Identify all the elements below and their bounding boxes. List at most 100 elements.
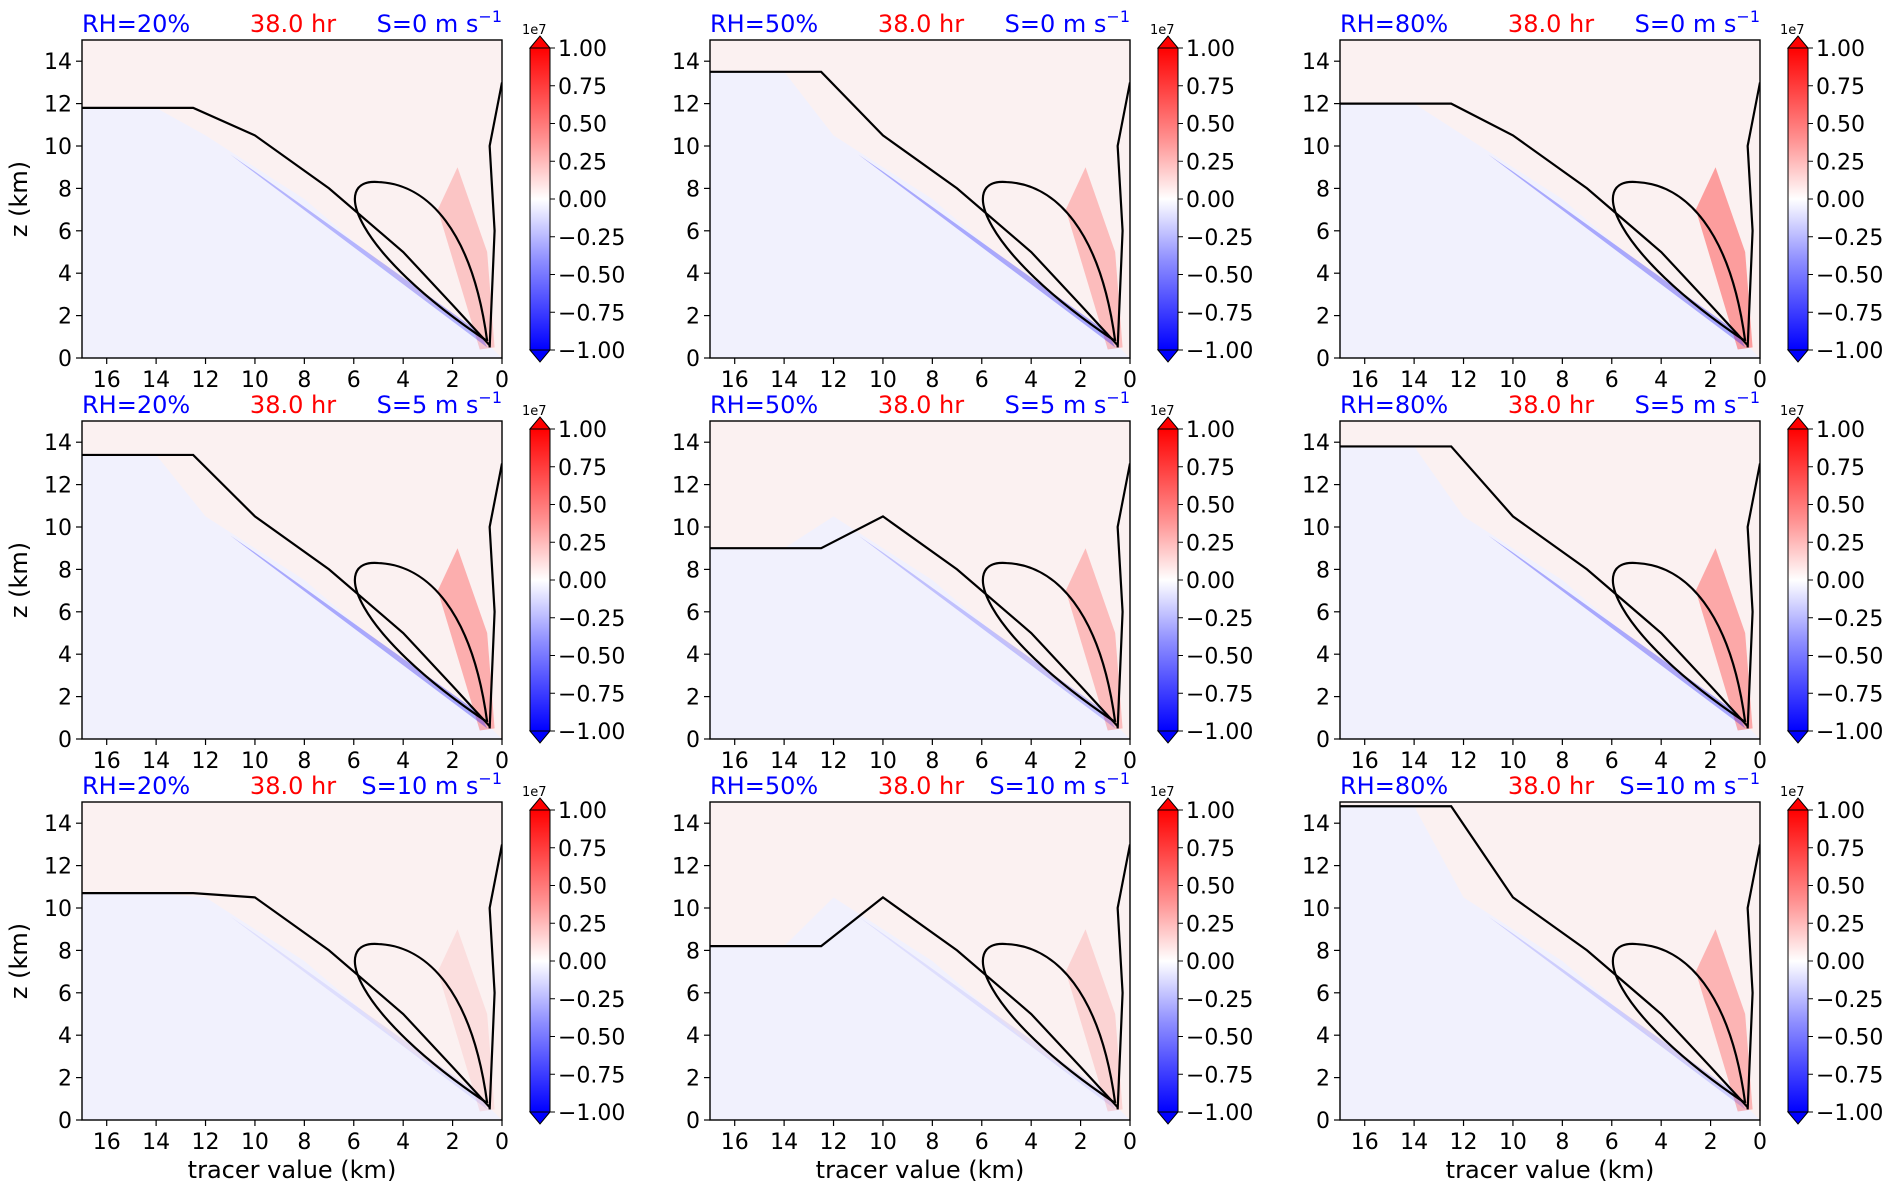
x-tick-label: 2 — [446, 1130, 460, 1155]
colorbar-tick-label: 0.75 — [1816, 456, 1865, 481]
y-tick-label: 0 — [686, 728, 700, 753]
colorbar-tick-label: 1.00 — [558, 37, 607, 62]
colorbar-tick-label: −0.75 — [1816, 301, 1883, 326]
negative-band — [230, 154, 488, 348]
x-tick-label: 12 — [820, 1130, 848, 1155]
axes-frame — [81, 39, 503, 359]
y-tick-label: 2 — [1316, 305, 1330, 330]
colorbar-tick-label: 1.00 — [1186, 418, 1235, 443]
colorbar-tick-label: −1.00 — [1186, 1101, 1253, 1126]
positive-region — [710, 421, 1130, 739]
contour-line — [488, 463, 502, 729]
colorbar-tick-label: −0.25 — [558, 988, 625, 1013]
colorbar-tick-label: −0.25 — [558, 607, 625, 632]
contour-line — [1611, 180, 1747, 342]
y-tick-label: 4 — [686, 262, 700, 287]
x-tick-label: 4 — [1654, 368, 1668, 393]
plot-area — [710, 421, 1130, 739]
x-tick-label: 16 — [93, 1130, 121, 1155]
negative-band — [858, 535, 1116, 729]
colorbar-tick-label: −0.75 — [1816, 1063, 1883, 1088]
x-tick-label: 16 — [1351, 368, 1379, 393]
colorbar-tick-label: −1.00 — [1816, 720, 1883, 745]
x-tick-label: 10 — [241, 368, 269, 393]
x-tick-label: 2 — [1704, 1130, 1718, 1155]
colorbar-tick-label: 0.00 — [1816, 569, 1865, 594]
y-tick-label: 0 — [58, 1109, 72, 1134]
colorbar-tick-label: −0.25 — [1816, 226, 1883, 251]
contour-line — [1116, 82, 1130, 348]
colorbar-tick-label: −0.50 — [1816, 645, 1883, 670]
colorbar-tick-label: 0.50 — [1186, 113, 1235, 138]
colorbar-tick-label: 0.25 — [558, 150, 607, 175]
shear-superscript: −1 — [1736, 769, 1760, 788]
x-axis-label: tracer value (km) — [188, 1156, 397, 1184]
x-tick-label: 0 — [1753, 368, 1767, 393]
x-tick-label: 14 — [1400, 749, 1428, 774]
time-label: 38.0 hr — [878, 10, 964, 38]
colorbar-tick-label: 0.75 — [1186, 837, 1235, 862]
colorbar-tick-label: −0.50 — [1186, 645, 1253, 670]
y-tick-label: 8 — [1316, 177, 1330, 202]
colorbar-tick-label: −0.50 — [1186, 1026, 1253, 1051]
y-tick-label: 4 — [58, 1024, 72, 1049]
x-tick-label: 12 — [1450, 749, 1478, 774]
contour-line — [1340, 445, 1749, 728]
colorbar-tick-label: −0.25 — [1816, 988, 1883, 1013]
shear-label: S=5 m s−1 — [1635, 388, 1760, 419]
y-tick-label: 8 — [686, 177, 700, 202]
colorbar-tick-label: 0.50 — [1186, 494, 1235, 519]
y-tick-label: 2 — [1316, 686, 1330, 711]
x-tick-label: 6 — [1605, 1130, 1619, 1155]
x-tick-label: 6 — [347, 1130, 361, 1155]
negative-band — [1488, 154, 1746, 348]
y-tick-label: 8 — [686, 939, 700, 964]
colorbar-tick-label: −0.75 — [1816, 682, 1883, 707]
contour-line — [82, 892, 491, 1109]
negative-band — [230, 535, 488, 729]
x-tick-label: 2 — [446, 749, 460, 774]
y-tick-label: 0 — [1316, 347, 1330, 372]
colorbar-tick-label: 0.25 — [558, 531, 607, 556]
colorbar-body — [1787, 47, 1809, 351]
y-tick-label: 8 — [1316, 558, 1330, 583]
colorbar-tick-label: −1.00 — [558, 720, 625, 745]
y-tick-label: 0 — [686, 347, 700, 372]
time-label: 38.0 hr — [878, 772, 964, 800]
y-tick-label: 12 — [44, 93, 72, 118]
colorbar-tick-label: 0.25 — [1186, 912, 1235, 937]
colorbar-scale-label: 1e7 — [1780, 23, 1805, 38]
colorbar-tick-label: 0.75 — [1816, 75, 1865, 100]
x-tick-label: 6 — [347, 368, 361, 393]
colorbar-scale-label: 1e7 — [1780, 785, 1805, 800]
colorbar-tick-label: −0.25 — [1816, 607, 1883, 632]
colorbar-max-arrow — [1786, 35, 1810, 49]
shear-label: S=10 m s−1 — [361, 769, 502, 800]
x-tick-label: 2 — [1704, 749, 1718, 774]
colorbar-tick-label: 0.75 — [558, 456, 607, 481]
axes-frame — [81, 801, 503, 1121]
x-tick-label: 14 — [1400, 1130, 1428, 1155]
x-tick-label: 4 — [1024, 749, 1038, 774]
panel: 16 14 12 10 8 6 4 2 0 0 2 4 6 8 10 12 14 RH=50% 38.0 hr S=1… — [672, 769, 1253, 1184]
colorbar-tick-label: −0.25 — [1186, 607, 1253, 632]
y-tick-label: 10 — [1302, 135, 1330, 160]
x-tick-label: 10 — [1499, 368, 1527, 393]
positive-region — [1340, 40, 1760, 358]
y-tick-label: 0 — [58, 347, 72, 372]
time-label: 38.0 hr — [1508, 772, 1594, 800]
colorbar-tick-label: 0.75 — [558, 75, 607, 100]
colorbar-max-arrow — [1156, 35, 1180, 49]
y-axis-label: z (km) — [5, 542, 33, 618]
colorbar-tick-label: 0.00 — [558, 188, 607, 213]
y-tick-label: 4 — [1316, 1024, 1330, 1049]
x-tick-label: 4 — [1024, 1130, 1038, 1155]
time-label: 38.0 hr — [1508, 10, 1594, 38]
colorbar-tick-label: 1.00 — [1816, 37, 1865, 62]
y-tick-label: 12 — [672, 855, 700, 880]
plot-area — [1340, 421, 1760, 739]
axes-frame — [1339, 801, 1761, 1121]
colorbar-body — [1157, 428, 1179, 732]
colorbar-scale-label: 1e7 — [1150, 785, 1175, 800]
